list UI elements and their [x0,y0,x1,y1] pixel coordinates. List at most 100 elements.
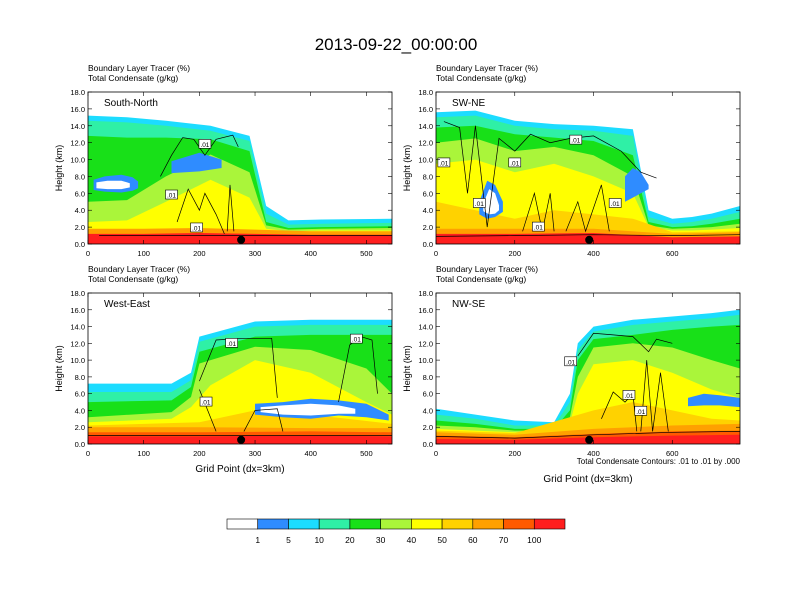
y-tick-label: 14.0 [70,323,85,332]
colorbar-tick-label: 70 [499,535,509,545]
y-tick-label: 14.0 [418,122,433,131]
condensate-contour [176,188,225,235]
panel-title: South-North [104,98,158,109]
location-marker [585,435,594,444]
x-tick-label: 500 [360,249,373,258]
condensate-contour [577,332,673,357]
panels: .01 .01 .01 0.0 2.0 4.0 6.0 8.0 10.0 12.0 14.0 16.0… [54,63,741,485]
contour-label-text: .01 [636,409,645,416]
panel-subtitle: Boundary Layer Tracer (%) [436,264,538,274]
y-tick-label: 6.0 [423,189,433,198]
plot-area: .01 .01 .01 [88,92,392,244]
x-tick-label: 0 [86,249,90,258]
tracer-band [688,393,740,408]
contour-label: .01 [508,157,522,167]
contour-label-text: .01 [200,142,209,149]
colorbar-tick-label: 10 [314,535,324,545]
x-axis-label: Grid Point (dx=3km) [195,464,284,475]
contour-label-text: .01 [534,225,543,232]
contour-label-text: .01 [566,359,575,366]
colorbar-swatch [288,518,320,530]
condensate-contour [199,389,217,432]
colorbar-swatch [226,518,259,530]
y-tick-label: 6.0 [75,189,85,198]
tracer-band [260,403,356,416]
contour-info: Total Condensate Contours: .01 to .01 by… [577,457,741,466]
colorbar-swatch [257,518,289,530]
x-tick-label: 400 [304,449,317,458]
panel-nw-se: .01 .01 .01 0.0 2.0 4.0 6.0 8.0 10.0 12.0 14.0 16.0… [402,264,741,485]
x-tick-label: 400 [304,249,317,258]
contour-label-text: .01 [475,201,484,208]
tracer-band [88,179,392,244]
x-tick-label: 300 [249,449,262,458]
x-tick-label: 600 [666,249,679,258]
contour-label: .01 [634,405,648,416]
plot-frame [435,91,741,245]
x-tick-label: 400 [587,249,600,258]
y-tick-label: 0.0 [423,440,433,449]
y-tick-label: 10.0 [70,156,85,165]
location-marker [585,235,594,244]
y-tick-label: 4.0 [75,406,85,415]
panel-subtitle: Total Condensate (g/kg) [88,274,178,284]
y-tick-label: 18.0 [418,289,433,298]
contour-label: .01 [622,390,636,400]
y-tick-label: 8.0 [423,373,433,382]
panel-subtitle: Total Condensate (g/kg) [436,274,526,284]
colorbar-tick-label: 5 [286,535,291,545]
colorbar-swatch [533,518,566,530]
x-tick-label: 500 [360,449,373,458]
y-axis-label: Height (km) [402,145,412,192]
colorbar-tick-label: 40 [407,535,417,545]
condensate-contour [226,184,235,232]
contour-label: .01 [198,139,212,149]
contour-label: .01 [569,134,583,145]
panel-subtitle: Boundary Layer Tracer (%) [88,63,190,73]
contour-label-text: .01 [439,160,448,167]
tracer-band [96,180,130,190]
contour-label: .01 [225,338,238,348]
colorbar-tick-label: 100 [527,535,541,545]
y-axis-label: Height (km) [54,145,64,192]
condensate-contour [436,234,740,237]
location-marker [237,235,246,244]
panel-subtitle: Total Condensate (g/kg) [436,73,526,83]
y-tick-label: 10.0 [70,356,85,365]
location-marker [237,435,246,444]
plot-area: .01 .01 .01 .01 .01 .01 [436,92,740,244]
y-tick-label: 12.0 [418,339,433,348]
condensate-contour [640,360,669,432]
contour-label: .01 [532,221,545,232]
condensate-contour [601,391,638,432]
colorbar-swatch [318,518,351,530]
condensate-contour [199,337,278,398]
condensate-contour [243,408,284,432]
plot-frame [87,91,393,245]
y-tick-label: 12.0 [418,139,433,148]
contour-label-text: .01 [571,138,580,145]
x-tick-label: 400 [587,449,600,458]
tracer-band [171,152,222,174]
x-tick-label: 200 [508,449,521,458]
x-axis-label: Grid Point (dx=3km) [543,474,632,485]
contour-label: .01 [437,157,451,167]
plot-area: .01 .01 .01 [88,293,392,444]
y-tick-label: 0.0 [423,240,433,249]
colorbar-swatch [380,518,412,530]
x-tick-label: 200 [193,449,206,458]
figure-title: 2013-09-22_00:00:00 [315,35,478,54]
contour-label: .01 [190,222,203,232]
y-tick-label: 14.0 [70,122,85,131]
contour-label: .01 [608,198,622,208]
x-tick-label: 300 [249,249,262,258]
x-tick-label: 200 [508,249,521,258]
y-tick-label: 16.0 [418,306,433,315]
y-tick-label: 2.0 [423,223,433,232]
y-tick-label: 4.0 [423,406,433,415]
tracer-band [625,168,649,202]
contour-label-text: .01 [227,341,236,348]
contour-label-text: .01 [202,400,211,407]
contour-label: .01 [564,356,577,366]
